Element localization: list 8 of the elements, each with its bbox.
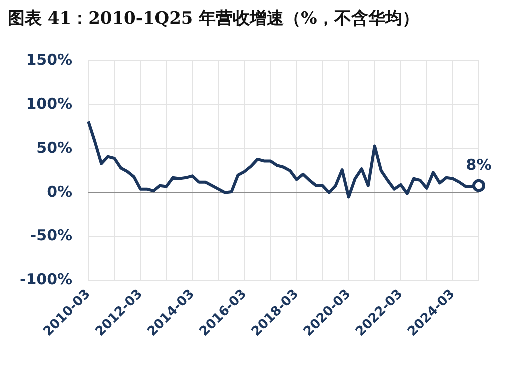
y-tick-label: 0%	[47, 182, 73, 201]
y-tick-label: -50%	[30, 226, 73, 245]
y-tick-label: -100%	[20, 270, 73, 289]
chart-title: 图表 41：2010-1Q25 年营收增速（%，不含华均）	[7, 8, 420, 30]
y-tick-label: 150%	[26, 50, 73, 69]
annotation: 8%	[466, 156, 492, 174]
y-tick-label: 50%	[36, 138, 73, 157]
y-tick-label: 100%	[26, 94, 73, 113]
